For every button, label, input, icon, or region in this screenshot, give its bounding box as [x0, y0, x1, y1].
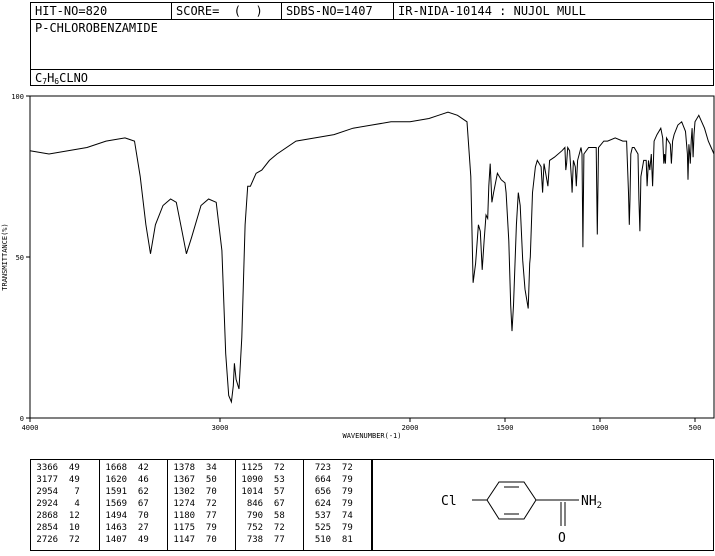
x-tick-label: 2000 — [402, 424, 419, 432]
peak-row: 1302 70 — [168, 487, 217, 497]
peak-row: 664 79 — [304, 475, 353, 485]
peak-row: 1378 34 — [168, 463, 217, 473]
peak-row: 846 67 — [236, 499, 285, 509]
peak-row: 624 79 — [304, 499, 353, 509]
peak-column: 1378 34 1367 50 1302 70 1274 72 1180 77 … — [167, 460, 235, 550]
peak-row: 510 81 — [304, 535, 353, 545]
peak-row: 1591 62 — [100, 487, 149, 497]
x-tick-label: 500 — [689, 424, 702, 432]
peak-row: 537 74 — [304, 511, 353, 521]
y-tick-label: 50 — [16, 254, 24, 262]
benzene-ring — [486, 481, 537, 520]
peak-row: 1569 67 — [100, 499, 149, 509]
peak-row: 1274 72 — [168, 499, 217, 509]
peak-row: 525 79 — [304, 523, 353, 533]
peak-row: 1494 70 — [100, 511, 149, 521]
amine-label: NH2 — [581, 494, 602, 511]
peak-row: 1180 77 — [168, 511, 217, 521]
ir-info: IR-NIDA-10144 : NUJOL MULL — [393, 3, 713, 19]
peak-row: 1620 46 — [100, 475, 149, 485]
peak-row: 1175 79 — [168, 523, 217, 533]
compound-name: P-CHLOROBENZAMIDE — [35, 21, 158, 35]
x-tick-label: 4000 — [22, 424, 39, 432]
score: SCORE= ( ) — [171, 3, 281, 19]
peak-row: 723 72 — [304, 463, 353, 473]
y-tick-label: 0 — [20, 415, 24, 423]
peak-row: 738 77 — [236, 535, 285, 545]
x-tick-label: 1000 — [592, 424, 609, 432]
peak-row: 790 58 — [236, 511, 285, 521]
spectrum-header: HIT-NO=820 SCORE= ( ) SDBS-NO=1407 IR-NI… — [30, 2, 714, 86]
peak-row: 1090 53 — [236, 475, 285, 485]
x-tick-label: 3000 — [212, 424, 229, 432]
header-row: HIT-NO=820 SCORE= ( ) SDBS-NO=1407 IR-NI… — [31, 3, 713, 20]
peak-row: 3366 49 — [31, 463, 80, 473]
peak-row: 1463 27 — [100, 523, 149, 533]
hit-number: HIT-NO=820 — [35, 4, 108, 18]
peak-column: 3366 49 3177 49 2954 7 2924 4 2868 12 28… — [31, 462, 99, 548]
peak-row: 1125 72 — [236, 463, 285, 473]
chemical-structure: Cl O NH2 — [441, 481, 602, 546]
peak-row: 2854 10 — [31, 523, 80, 533]
sdbs-number: SDBS-NO=1407 — [281, 3, 423, 19]
peak-column: 723 72 664 79 656 79 624 79 537 74 525 7… — [303, 460, 371, 550]
peak-row: 2726 72 — [31, 535, 80, 545]
chlorine-label: Cl — [441, 494, 457, 509]
peak-row: 2924 4 — [31, 499, 80, 509]
x-axis-label: WAVENUMBER(-1) — [342, 432, 401, 440]
formula-row: C7H6CLNO — [31, 69, 713, 87]
peak-row: 2868 12 — [31, 511, 80, 521]
peak-row: 752 72 — [236, 523, 285, 533]
oxygen-label: O — [558, 531, 566, 546]
peak-row: 2954 7 — [31, 487, 80, 497]
peak-row: 1407 49 — [100, 535, 149, 545]
peak-column: 1668 42 1620 46 1591 62 1569 67 1494 70 … — [99, 460, 167, 550]
y-axis-label: TRANSMITTANCE(%) — [1, 223, 9, 290]
peak-row: 1367 50 — [168, 475, 217, 485]
peak-row: 1668 42 — [100, 463, 149, 473]
peak-table: 3366 49 3177 49 2954 7 2924 4 2868 12 28… — [30, 459, 372, 551]
spectrum-line — [29, 111, 715, 404]
peak-row: 1147 70 — [168, 535, 217, 545]
x-tick-label: 1500 — [497, 424, 514, 432]
peak-row: 3177 49 — [31, 475, 80, 485]
peak-row: 1014 57 — [236, 487, 285, 497]
plot-frame — [29, 95, 715, 419]
y-tick-label: 100 — [11, 93, 24, 101]
structure-panel: Cl O NH2 — [372, 459, 714, 551]
molecular-formula: C7H6CLNO — [35, 71, 89, 86]
peak-row: 656 79 — [304, 487, 353, 497]
peak-column: 1125 72 1090 53 1014 57 846 67 790 58 75… — [235, 460, 303, 550]
